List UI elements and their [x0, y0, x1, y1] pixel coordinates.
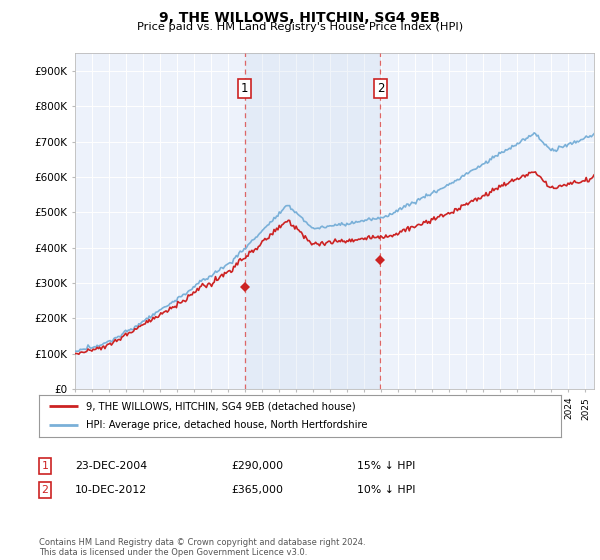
Bar: [245, 53, 380, 389]
Text: £290,000: £290,000: [231, 461, 283, 471]
Text: 23-DEC-2004: 23-DEC-2004: [75, 461, 147, 471]
Text: 1: 1: [41, 461, 49, 471]
Text: 10-DEC-2012: 10-DEC-2012: [75, 485, 147, 495]
Text: Contains HM Land Registry data © Crown copyright and database right 2024.
This d: Contains HM Land Registry data © Crown c…: [39, 538, 365, 557]
Text: 9, THE WILLOWS, HITCHIN, SG4 9EB: 9, THE WILLOWS, HITCHIN, SG4 9EB: [160, 11, 440, 25]
Text: Price paid vs. HM Land Registry's House Price Index (HPI): Price paid vs. HM Land Registry's House …: [137, 22, 463, 32]
Text: 10% ↓ HPI: 10% ↓ HPI: [357, 485, 415, 495]
Text: HPI: Average price, detached house, North Hertfordshire: HPI: Average price, detached house, Nort…: [86, 421, 367, 431]
Text: 2: 2: [41, 485, 49, 495]
Text: £365,000: £365,000: [231, 485, 283, 495]
Text: 15% ↓ HPI: 15% ↓ HPI: [357, 461, 415, 471]
Text: 9, THE WILLOWS, HITCHIN, SG4 9EB (detached house): 9, THE WILLOWS, HITCHIN, SG4 9EB (detach…: [86, 401, 356, 411]
Text: 2: 2: [377, 82, 384, 95]
Text: 1: 1: [241, 82, 248, 95]
